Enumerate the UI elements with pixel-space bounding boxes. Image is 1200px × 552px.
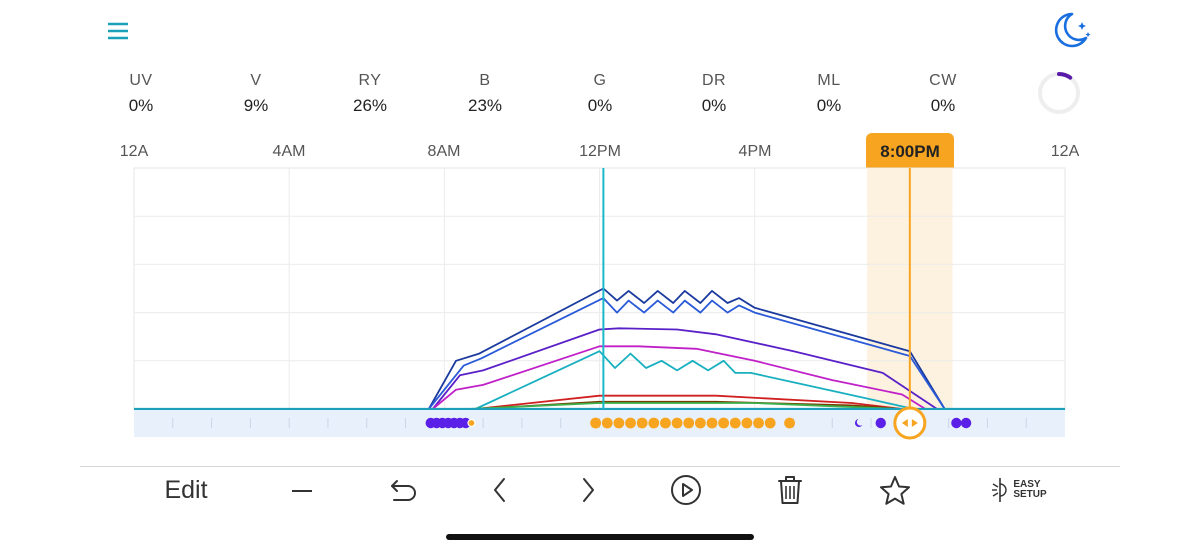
channel-cw[interactable]: CW 0% bbox=[903, 72, 983, 116]
channel-name: DR bbox=[701, 72, 727, 89]
series-line-4 bbox=[432, 345, 926, 410]
remove-point-button[interactable] bbox=[282, 470, 322, 510]
time-label-4am: 4AM bbox=[272, 143, 306, 160]
progress-arc bbox=[1038, 72, 1080, 114]
menu-button[interactable] bbox=[104, 18, 132, 44]
series-line-6 bbox=[475, 394, 903, 410]
schedule-point-orange[interactable] bbox=[718, 417, 730, 429]
channel-name: V bbox=[250, 72, 262, 89]
chevron-left-icon bbox=[494, 478, 505, 502]
series-line-1 bbox=[428, 287, 946, 410]
moon-stars-icon bbox=[1054, 12, 1091, 48]
channel-name: RY bbox=[358, 72, 382, 89]
schedule-point-orange[interactable] bbox=[706, 417, 718, 429]
series-line-2 bbox=[428, 297, 946, 410]
schedule-point-orange[interactable] bbox=[660, 417, 671, 429]
channel-value: 0% bbox=[930, 96, 956, 115]
series-line-5 bbox=[475, 350, 914, 410]
trash-icon bbox=[778, 476, 802, 504]
chevron-right-icon bbox=[583, 478, 594, 502]
schedule-point-orange[interactable] bbox=[753, 417, 764, 429]
schedule-point-violet[interactable] bbox=[460, 417, 471, 429]
progress-ring bbox=[1038, 72, 1080, 114]
schedule-point-violet[interactable] bbox=[875, 417, 886, 429]
time-label-8am: 8AM bbox=[427, 143, 461, 160]
time-scrubber-handle[interactable] bbox=[893, 406, 927, 440]
minus-icon bbox=[292, 490, 312, 492]
series-line-7 bbox=[475, 400, 903, 410]
schedule-point-orange[interactable] bbox=[741, 417, 753, 429]
easy-setup-label: EASY SETUP bbox=[1013, 480, 1046, 500]
channel-value: 0% bbox=[701, 96, 727, 115]
channel-name: CW bbox=[929, 72, 957, 89]
schedule-point-orange[interactable] bbox=[764, 417, 776, 429]
next-button[interactable] bbox=[570, 470, 606, 510]
easy-setup-icon bbox=[992, 478, 1008, 502]
channel-value: 23% bbox=[467, 96, 503, 115]
plot-area bbox=[133, 167, 1066, 410]
channel-ml[interactable]: ML 0% bbox=[789, 72, 869, 116]
channel-value: 0% bbox=[816, 96, 842, 115]
night-mode-button[interactable] bbox=[1050, 8, 1094, 52]
hamburger-menu-icon bbox=[108, 22, 128, 40]
series-line-8 bbox=[467, 402, 903, 410]
schedule-point-violet[interactable] bbox=[960, 417, 972, 429]
easy-setup-line1: EASY bbox=[1013, 479, 1041, 490]
channel-name: G bbox=[593, 72, 607, 89]
home-indicator bbox=[446, 534, 754, 540]
schedule-point-orange[interactable] bbox=[613, 417, 625, 429]
schedule-point-orange[interactable] bbox=[601, 417, 613, 429]
time-label-12pm: 12PM bbox=[579, 143, 621, 160]
channel-uv[interactable]: UV 0% bbox=[101, 72, 181, 116]
channel-ry[interactable]: RY 26% bbox=[330, 72, 410, 116]
schedule-point-orange[interactable] bbox=[729, 417, 741, 429]
star-icon bbox=[880, 476, 910, 505]
time-label-4pm: 4PM bbox=[738, 143, 772, 160]
undo-button[interactable] bbox=[382, 470, 422, 510]
channel-value: 0% bbox=[128, 96, 154, 115]
channel-value: 9% bbox=[243, 96, 269, 115]
channel-g[interactable]: G 0% bbox=[560, 72, 640, 116]
schedule-point-orange[interactable] bbox=[648, 417, 660, 429]
channel-name: UV bbox=[129, 72, 153, 89]
schedule-point-marker[interactable] bbox=[467, 418, 476, 428]
channel-name: ML bbox=[817, 72, 841, 89]
series-line-3 bbox=[431, 327, 938, 410]
schedule-point-orange[interactable] bbox=[636, 417, 648, 429]
previous-button[interactable] bbox=[482, 470, 518, 510]
schedule-point-orange[interactable] bbox=[683, 417, 695, 429]
play-preview-button[interactable] bbox=[666, 470, 706, 510]
schedule-point-orange[interactable] bbox=[694, 417, 706, 429]
easy-setup-button[interactable]: EASY SETUP bbox=[984, 470, 1054, 510]
play-circle-icon bbox=[671, 475, 701, 505]
channel-value: 0% bbox=[587, 96, 613, 115]
easy-setup-line2: SETUP bbox=[1013, 489, 1047, 500]
current-time-band bbox=[867, 168, 953, 409]
current-time-badge[interactable]: 8:00PM bbox=[866, 133, 954, 169]
time-label-12a-end: 12A bbox=[1050, 143, 1080, 160]
channel-b[interactable]: B 23% bbox=[445, 72, 525, 116]
time-label-12a: 12A bbox=[119, 143, 149, 160]
toolbar-divider bbox=[80, 466, 1120, 467]
schedule-point-violet[interactable] bbox=[951, 417, 962, 429]
channel-v[interactable]: V 9% bbox=[216, 72, 296, 116]
channel-dr[interactable]: DR 0% bbox=[674, 72, 754, 116]
undo-icon bbox=[391, 480, 416, 501]
channel-name: B bbox=[479, 72, 491, 89]
favorite-button[interactable] bbox=[874, 470, 916, 510]
delete-button[interactable] bbox=[770, 470, 810, 510]
schedule-point-orange[interactable] bbox=[625, 417, 636, 429]
schedule-point-orange[interactable] bbox=[590, 417, 602, 429]
channel-value: 26% bbox=[352, 96, 388, 115]
edit-button[interactable]: Edit bbox=[164, 475, 208, 504]
schedule-point-orange[interactable] bbox=[671, 417, 683, 429]
schedule-point-orange[interactable] bbox=[784, 417, 795, 429]
